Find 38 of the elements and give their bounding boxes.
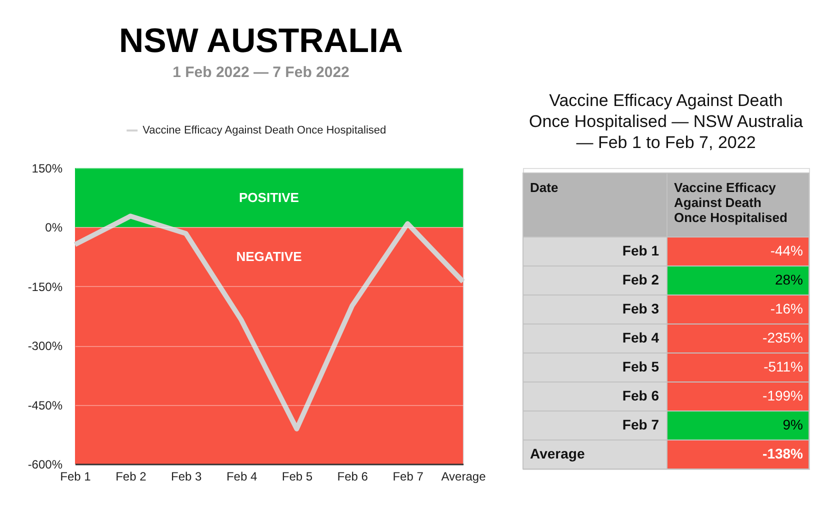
category-label: Feb 1 [622, 242, 660, 258]
data-label: -16% [770, 300, 803, 316]
x-tick-label: Feb 5 [282, 470, 313, 484]
category-label: Feb 2 [622, 272, 660, 288]
band-label: POSITIVE [239, 190, 300, 205]
category-label: Feb 5 [622, 358, 660, 374]
x-tick-label: Feb 3 [171, 470, 202, 484]
y-tick-label: -600% [28, 458, 63, 472]
x-tick-label: Average [441, 470, 486, 484]
text: Vaccine Efficacy Against Death Once Hospitalised — NSW Australia — Feb 1 to Feb 7, 2022 [529, 91, 804, 152]
chart-title: NSW AUSTRALIA [119, 22, 403, 60]
legend-label: Vaccine Efficacy Against Death Once Hospitalised [142, 124, 386, 136]
x-tick-label: Feb 2 [116, 470, 147, 484]
chart-subtitle: 1 Feb 2022 — 7 Feb 2022 [172, 64, 350, 81]
data-label: -199% [762, 388, 803, 404]
data-label: -138% [762, 446, 804, 462]
category-label: Feb 4 [622, 330, 660, 346]
y-tick-label: 150% [32, 162, 63, 176]
y-tick-label: -450% [28, 398, 63, 412]
category-label: Feb 6 [622, 388, 660, 404]
category-label: Feb 3 [622, 300, 660, 316]
y-tick-label: 0% [45, 220, 63, 235]
y-tick-label: -150% [28, 280, 63, 294]
series-label: Vaccine Efficacy Against Death Once Hospitalised [674, 180, 788, 225]
data-label: -44% [770, 242, 803, 258]
data-label: -511% [764, 358, 803, 374]
data-label: -235% [762, 330, 803, 346]
category-label: Feb 7 [622, 416, 660, 432]
data-label: 28% [774, 272, 803, 288]
y-tick-label: -300% [28, 339, 63, 354]
x-tick-label: Feb 6 [337, 470, 368, 484]
data-label: 9% [782, 416, 803, 432]
text: Date [530, 180, 558, 195]
x-tick-label: Feb 7 [392, 470, 424, 484]
x-tick-label: Feb 1 [60, 470, 92, 484]
band-label: NEGATIVE [236, 249, 302, 264]
category-label: Average [530, 446, 585, 462]
x-tick-label: Feb 4 [226, 470, 258, 484]
